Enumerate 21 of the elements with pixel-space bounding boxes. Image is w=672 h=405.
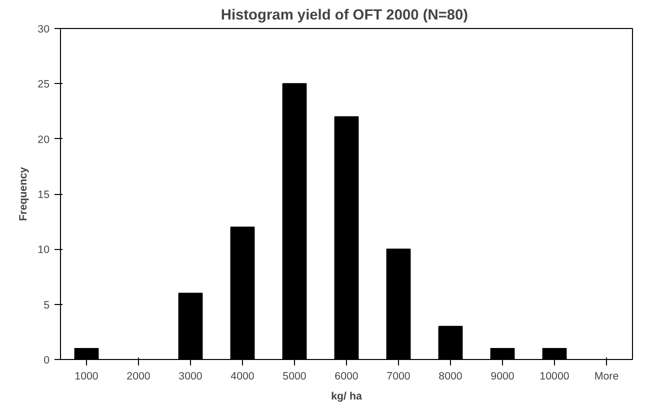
y-axis-title: Frequency [18,166,30,221]
y-tick-label: 10 [38,244,50,256]
x-tick-label: 3000 [178,370,202,382]
y-tick-label: 25 [38,78,50,91]
x-tick-label: 9000 [490,370,514,382]
chart-title: Histogram yield of OFT 2000 (N=80) [220,8,468,24]
x-tick-label: 2000 [126,370,150,382]
y-tick-label: 0 [44,354,50,366]
x-tick-label: 6000 [334,370,358,382]
x-tick-label: 10000 [540,370,570,382]
x-tick-label: 4000 [230,370,254,382]
x-tick-label: 8000 [438,370,462,382]
x-axis-title: kg/ ha [331,390,362,402]
y-tick-label: 30 [38,24,50,36]
y-tick-label: 15 [38,189,50,201]
x-tick-label: 1000 [74,370,98,382]
y-tick-label: 20 [38,134,50,146]
x-tick-label: 7000 [386,370,410,382]
x-tick-label: More [594,370,619,382]
x-tick-label: 5000 [282,370,306,382]
y-tick-label: 5 [44,299,50,312]
